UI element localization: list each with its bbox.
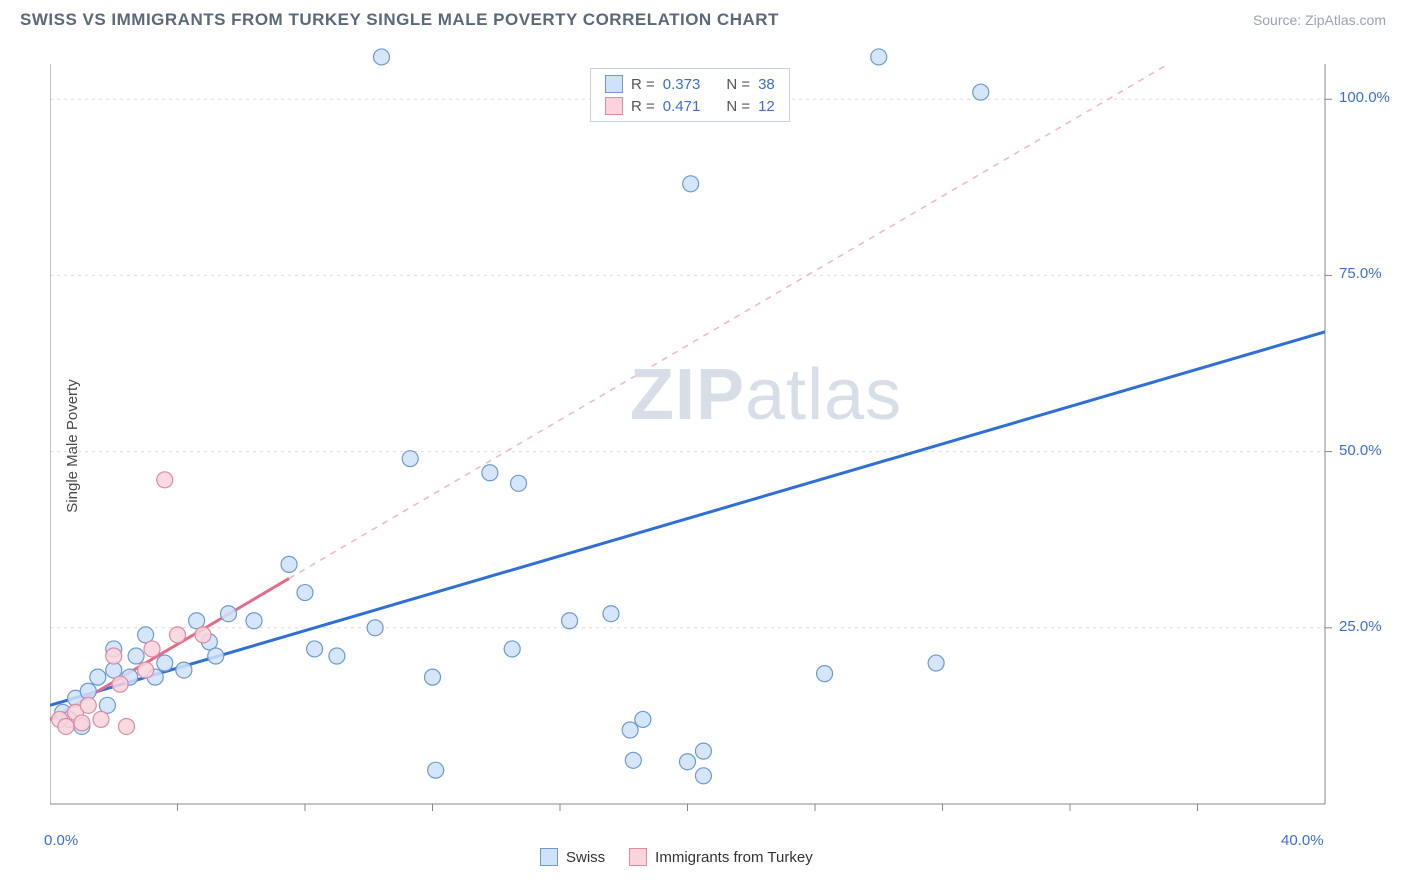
y-tick-label: 50.0%: [1339, 442, 1382, 459]
legend-swatch: [605, 75, 623, 93]
source-label: Source: ZipAtlas.com: [1253, 12, 1386, 28]
legend-item: Swiss: [540, 848, 605, 866]
legend-swatch: [629, 848, 647, 866]
n-value: 12: [758, 98, 775, 115]
series-legend: Swiss Immigrants from Turkey: [540, 848, 813, 866]
y-tick-label: 75.0%: [1339, 265, 1382, 282]
scatter-plot: [50, 44, 1386, 844]
chart-title: SWISS VS IMMIGRANTS FROM TURKEY SINGLE M…: [20, 10, 779, 30]
r-value: 0.471: [663, 98, 701, 115]
chart-area: ZIPatlas R =0.373N =38R =0.471N =12 Swis…: [50, 44, 1386, 844]
x-tick-label: 40.0%: [1281, 832, 1324, 849]
n-label: N =: [726, 76, 750, 93]
r-label: R =: [631, 76, 655, 93]
legend-row: R = 0.373 N = 38: [591, 73, 789, 95]
legend-row: R = 0.471 N = 12: [591, 95, 789, 117]
legend-swatch: [605, 97, 623, 115]
y-tick-label: 100.0%: [1339, 89, 1390, 106]
legend-item: Immigrants from Turkey: [629, 848, 813, 866]
r-label: R =: [631, 98, 655, 115]
correlation-legend: R = 0.373 N = 38 R = 0.471 N = 12: [590, 68, 790, 122]
n-label: N =: [726, 98, 750, 115]
chart-header: SWISS VS IMMIGRANTS FROM TURKEY SINGLE M…: [0, 0, 1406, 36]
legend-label: Immigrants from Turkey: [655, 849, 813, 866]
y-tick-label: 25.0%: [1339, 618, 1382, 635]
legend-label: Swiss: [566, 849, 605, 866]
source-prefix: Source:: [1253, 12, 1305, 28]
x-tick-label: 0.0%: [44, 832, 78, 849]
n-value: 38: [758, 76, 775, 93]
r-value: 0.373: [663, 76, 701, 93]
source-name: ZipAtlas.com: [1305, 12, 1386, 28]
legend-swatch: [540, 848, 558, 866]
